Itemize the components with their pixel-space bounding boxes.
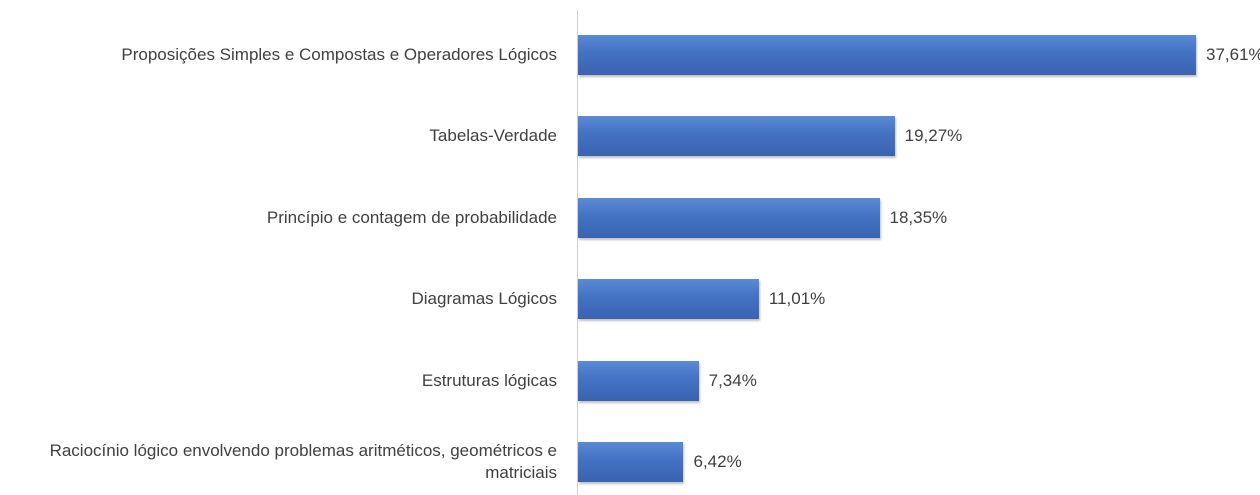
value-label: 7,34% (708, 370, 757, 390)
value-label: 11,01% (768, 289, 826, 309)
axis-line (577, 10, 578, 495)
value-label: 19,27% (904, 126, 963, 146)
value-label: 18,35% (889, 207, 948, 227)
category-label: Princípio e contagem de probabilidade (266, 207, 557, 227)
category-label: Raciocínio lógico envolvendo problemas a… (49, 441, 557, 482)
bar (578, 442, 684, 482)
value-label: 37,61% (1206, 45, 1260, 64)
category-label: Estruturas lógicas (421, 370, 557, 390)
bar (578, 35, 1196, 75)
category-label: Tabelas-Verdade (429, 126, 557, 146)
bar (578, 360, 699, 401)
bar (578, 116, 895, 157)
bar (578, 197, 880, 238)
category-label: Diagramas Lógicos (411, 289, 557, 309)
category-label: Proposições Simples e Compostas e Operad… (121, 45, 557, 64)
bar (578, 279, 759, 320)
value-label: 6,42% (693, 452, 742, 471)
